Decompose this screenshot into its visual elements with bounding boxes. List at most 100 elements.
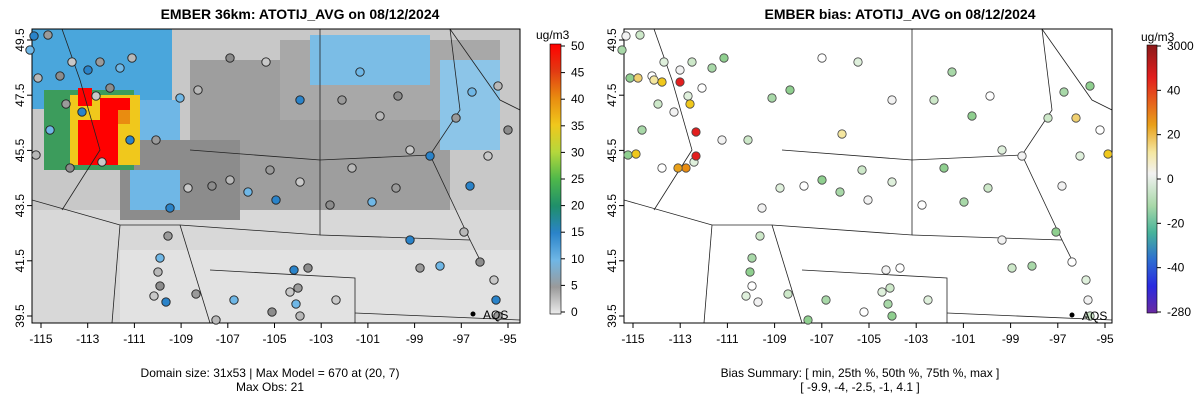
observation-dot — [165, 203, 175, 213]
bias-summary-label: Bias Summary: [ min, 25th %, 50th %, 75t… — [720, 366, 1000, 380]
bias-dot-high — [691, 127, 701, 137]
observation-dot — [43, 30, 53, 40]
concentration-units: ug/m3 — [536, 28, 570, 42]
colorbar-tick-label: 30 — [571, 145, 585, 159]
bias-dot — [757, 203, 767, 213]
observation-dot — [451, 113, 461, 123]
x-tick-label: -113 — [669, 332, 692, 346]
bias-dot-high — [649, 75, 659, 85]
bias-units: ug/m3 — [1141, 30, 1175, 44]
bias-dot-high — [1071, 113, 1081, 123]
bias-dot — [1043, 113, 1053, 123]
y-tick-label: 39.5 — [605, 304, 619, 328]
bias-dot — [747, 253, 757, 263]
observation-dot — [295, 311, 305, 321]
x-tick-label: -101 — [951, 332, 975, 346]
bias-dot — [817, 175, 827, 185]
bias-dot — [617, 45, 627, 55]
y-tick-label: 45.5 — [605, 138, 619, 162]
bias-dot — [657, 163, 667, 173]
y-tick-label: 41.5 — [605, 249, 619, 273]
bias-dot — [755, 231, 765, 241]
bias-dot — [997, 145, 1007, 155]
bias-dot — [877, 287, 887, 297]
bias-dot — [1081, 275, 1091, 285]
concentration-colorbar — [549, 43, 562, 315]
bias-dot — [697, 83, 707, 93]
bias-dot — [1075, 151, 1085, 161]
observation-dot — [91, 91, 101, 101]
observation-dot — [425, 151, 435, 161]
observation-dot — [191, 289, 201, 299]
bias-dot — [1067, 257, 1077, 267]
x-tick-label: -115 — [29, 332, 52, 346]
observation-dot — [183, 183, 193, 193]
bias-dot — [659, 57, 669, 67]
bias-dot — [885, 283, 895, 293]
colorbar-tick-label: 3000 — [1167, 39, 1194, 53]
bias-dot-high — [675, 77, 685, 87]
bias-dot — [887, 177, 897, 187]
colorbar-tick-label: -280 — [1167, 305, 1191, 319]
colorbar-tick-label: 25 — [571, 172, 585, 186]
y-tick-label: 43.5 — [605, 194, 619, 218]
observation-dot — [285, 287, 295, 297]
x-tick-label: -111 — [716, 332, 739, 346]
x-tick-label: -101 — [356, 332, 380, 346]
bias-dot — [859, 307, 869, 317]
bias-dot — [1085, 311, 1095, 321]
observation-dot — [149, 291, 159, 301]
colorbar-tick-label: 40 — [1167, 83, 1181, 97]
colorbar-tick-label: 35 — [571, 119, 585, 133]
observation-dot — [391, 183, 401, 193]
colorbar-tick-label: -20 — [1167, 216, 1185, 230]
observation-dot — [127, 53, 137, 63]
observation-dot — [405, 235, 415, 245]
x-tick-label: -111 — [123, 332, 146, 346]
observation-dot — [155, 281, 165, 291]
bias-dot — [1095, 125, 1105, 135]
max-obs: Max Obs: 21 — [235, 380, 305, 394]
bias-dot-high — [1103, 149, 1113, 159]
observation-dot — [465, 181, 475, 191]
colorbar-tick-label: 20 — [571, 199, 585, 213]
observation-dot — [55, 71, 65, 81]
observation-dot — [331, 295, 341, 305]
observation-dot — [155, 253, 165, 263]
bias-dot — [707, 63, 717, 73]
bias-dot-high — [673, 163, 683, 173]
bias-dot — [929, 95, 939, 105]
bias-dot — [687, 57, 697, 67]
observation-dot — [271, 195, 281, 205]
observation-dot — [31, 150, 41, 160]
observation-dot — [115, 63, 125, 73]
observation-dot — [77, 107, 87, 117]
bias-sites — [617, 30, 1113, 325]
bias-dot-high — [633, 73, 643, 83]
bias-dot — [983, 183, 993, 193]
x-tick-label: -107 — [216, 332, 240, 346]
observation-dot — [293, 283, 303, 293]
observation-dot — [435, 261, 445, 271]
bias-dot — [637, 125, 647, 135]
bias-dot — [775, 183, 785, 193]
latitude-axis: 39.5 41.5 43.5 45.5 47.5 49.5 — [13, 28, 32, 328]
x-tick-label: -105 — [857, 332, 881, 346]
bias-dot — [947, 67, 957, 77]
observation-dot — [493, 311, 503, 321]
x-tick-label: -105 — [262, 332, 286, 346]
concentration-map: AQS -115 -113 -111 -109 -107 -105 -103 -101 -99-… — [13, 28, 585, 346]
bias-dot — [1059, 87, 1069, 97]
observation-dot — [303, 263, 313, 273]
y-tick-label: 49.5 — [13, 28, 27, 52]
bias-dot — [803, 315, 813, 325]
observation-dot — [493, 81, 503, 91]
colorbar-tick-label: 10 — [571, 252, 585, 266]
observation-dot — [229, 295, 239, 305]
observation-dot — [295, 95, 305, 105]
x-tick-label: -109 — [763, 332, 787, 346]
bias-states — [624, 29, 1112, 323]
bias-dot — [785, 85, 795, 95]
observation-dot — [153, 267, 163, 277]
